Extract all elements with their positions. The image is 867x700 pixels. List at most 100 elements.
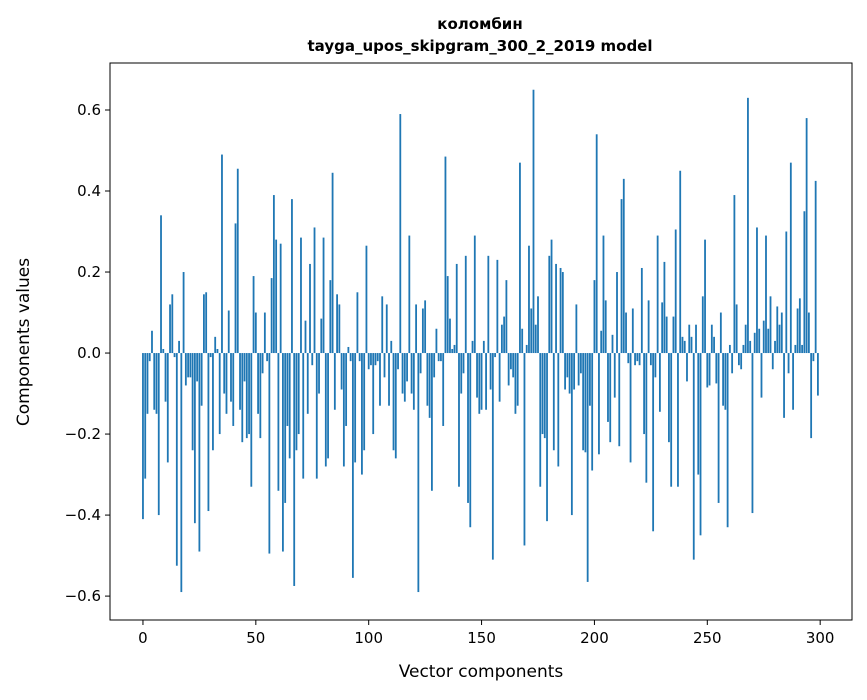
bar [595,134,598,354]
bar [638,353,641,366]
bar [421,308,424,354]
bar [342,353,345,467]
bar [570,353,573,516]
bar [645,353,648,483]
y-tick-label: 0.2 [77,263,101,281]
bar [634,353,636,366]
bar [268,353,271,554]
bar [263,312,266,354]
bar [144,353,147,479]
bar [516,353,519,406]
bar [394,353,397,459]
bar [661,302,664,354]
bar [182,272,185,354]
bar [783,353,785,418]
bar [282,353,284,552]
bar [629,353,632,463]
bar [627,353,630,364]
x-tick-label: 300 [806,629,835,647]
bar [410,353,413,394]
bar [765,235,767,354]
bar [510,353,512,370]
bar [618,353,621,447]
bar [363,353,366,451]
bar [336,294,338,354]
bar [733,195,736,354]
bar [814,180,817,354]
y-tick-label: 0.0 [77,344,101,362]
bar [600,330,603,354]
bar [216,348,219,354]
bar [288,353,291,459]
bar [415,304,418,354]
bar [817,353,819,396]
bar [519,162,521,354]
bar [534,324,537,354]
bar [726,353,729,528]
bar [728,344,731,354]
bar [300,237,302,354]
bar [196,353,199,382]
bar [679,170,682,354]
bar [787,353,790,374]
bar [180,353,183,593]
bar [286,353,289,426]
bar [205,292,208,354]
bar [171,294,174,354]
bar [376,353,379,362]
bar [464,255,467,354]
bar [548,255,551,354]
bar [688,324,691,354]
bar [331,172,334,354]
bar [433,353,436,378]
bar [512,353,515,378]
bar [742,344,745,354]
bar [762,320,765,354]
bar [738,353,740,366]
bar [272,195,275,354]
x-tick-label: 0 [138,629,148,647]
bar [514,353,517,414]
bar [408,235,411,354]
bar [753,332,756,354]
bar [324,353,327,467]
bar [796,308,799,354]
bar [230,353,232,402]
bar [602,235,605,354]
bar [406,353,408,382]
bar [550,239,553,354]
bar [476,353,478,398]
bar [715,353,718,384]
bar [573,353,576,390]
bar [451,348,454,354]
bar [460,353,463,394]
bar [293,353,296,586]
bar [740,353,743,370]
bar [731,353,734,374]
bar [279,243,282,354]
bar [370,353,372,366]
bar [559,267,562,354]
bar [579,353,582,374]
bar [275,239,278,354]
bar [686,353,688,382]
bar [658,353,661,412]
bar [798,298,801,354]
bar [710,324,713,354]
bar [557,353,560,467]
bar [561,272,564,354]
bar [338,304,341,354]
bar [792,353,794,410]
bar [207,353,210,512]
bar [521,328,524,354]
bar [744,324,747,354]
bar [566,353,569,378]
bar [356,292,359,354]
y-tick-label: −0.6 [65,587,101,605]
bar [552,353,555,451]
bar [320,318,323,354]
bar [568,353,571,394]
bar [523,353,526,546]
bar [801,344,804,354]
